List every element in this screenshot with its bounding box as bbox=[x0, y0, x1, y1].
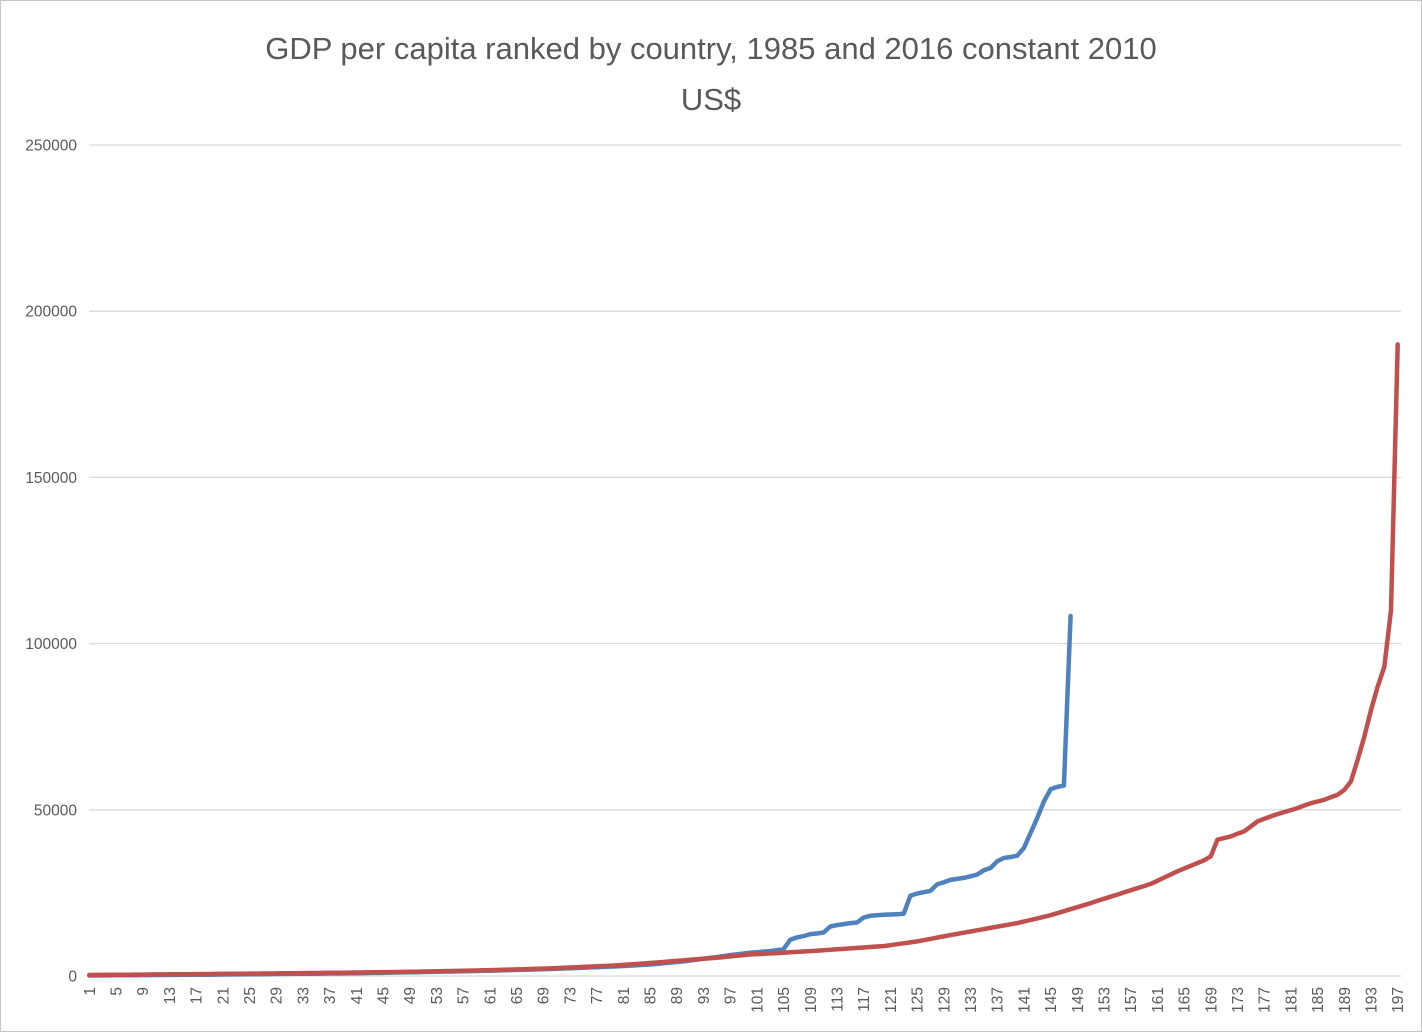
x-tick-label-9: 9 bbox=[135, 987, 152, 996]
series-2016-line bbox=[87, 342, 1400, 978]
x-tick-label-125: 125 bbox=[910, 987, 927, 1013]
x-tick-label-61: 61 bbox=[482, 987, 499, 1004]
x-tick-label-145: 145 bbox=[1043, 987, 1060, 1013]
x-tick-label-41: 41 bbox=[349, 987, 366, 1004]
x-tick-label-153: 153 bbox=[1096, 987, 1113, 1013]
x-tick-label-113: 113 bbox=[829, 987, 846, 1012]
y-tick-label-150000: 150000 bbox=[25, 470, 77, 487]
x-tick-label-13: 13 bbox=[162, 987, 179, 1004]
y-tick-label-100000: 100000 bbox=[25, 636, 77, 653]
x-tick-label-157: 157 bbox=[1123, 987, 1140, 1013]
x-tick-label-81: 81 bbox=[616, 987, 633, 1004]
x-tick-label-1: 1 bbox=[82, 987, 99, 996]
x-tick-label-161: 161 bbox=[1150, 987, 1167, 1013]
x-tick-label-197: 197 bbox=[1390, 987, 1407, 1013]
x-tick-label-165: 165 bbox=[1177, 987, 1194, 1013]
x-tick-label-133: 133 bbox=[963, 987, 980, 1013]
x-tick-label-101: 101 bbox=[749, 987, 766, 1013]
x-tick-label-97: 97 bbox=[723, 987, 740, 1004]
x-tick-label-25: 25 bbox=[242, 987, 259, 1004]
x-tick-label-189: 189 bbox=[1337, 987, 1354, 1013]
y-tick-label-0: 0 bbox=[68, 969, 77, 986]
x-tick-label-121: 121 bbox=[883, 987, 900, 1013]
x-tick-label-57: 57 bbox=[456, 987, 473, 1004]
x-tick-label-129: 129 bbox=[936, 987, 953, 1013]
x-tick-label-169: 169 bbox=[1203, 987, 1220, 1013]
x-tick-label-89: 89 bbox=[669, 987, 686, 1004]
x-tick-label-17: 17 bbox=[189, 987, 206, 1004]
x-tick-label-73: 73 bbox=[562, 987, 579, 1004]
series-1985-line bbox=[87, 613, 1073, 978]
x-tick-label-117: 117 bbox=[856, 987, 873, 1012]
x-tick-label-93: 93 bbox=[696, 987, 713, 1004]
x-tick-label-185: 185 bbox=[1310, 987, 1327, 1013]
x-tick-label-177: 177 bbox=[1257, 987, 1274, 1013]
x-tick-label-77: 77 bbox=[589, 987, 606, 1004]
x-tick-label-5: 5 bbox=[109, 987, 126, 996]
x-tick-label-141: 141 bbox=[1016, 987, 1033, 1013]
x-tick-label-137: 137 bbox=[990, 987, 1007, 1013]
x-tick-label-193: 193 bbox=[1363, 987, 1380, 1013]
x-tick-label-29: 29 bbox=[269, 987, 286, 1004]
x-tick-label-45: 45 bbox=[376, 987, 393, 1004]
x-tick-label-181: 181 bbox=[1283, 987, 1300, 1013]
x-tick-label-105: 105 bbox=[776, 987, 793, 1013]
x-tick-label-85: 85 bbox=[643, 987, 660, 1004]
x-tick-label-53: 53 bbox=[429, 987, 446, 1004]
y-tick-label-250000: 250000 bbox=[25, 138, 77, 155]
x-tick-label-149: 149 bbox=[1070, 987, 1087, 1013]
x-tick-label-109: 109 bbox=[803, 987, 820, 1013]
x-tick-label-173: 173 bbox=[1230, 987, 1247, 1013]
x-tick-label-33: 33 bbox=[295, 987, 312, 1004]
x-tick-label-69: 69 bbox=[536, 987, 553, 1004]
x-tick-label-49: 49 bbox=[402, 987, 419, 1004]
x-tick-label-37: 37 bbox=[322, 987, 339, 1004]
x-tick-label-65: 65 bbox=[509, 987, 526, 1004]
x-tick-label-21: 21 bbox=[215, 987, 232, 1004]
y-tick-label-50000: 50000 bbox=[34, 802, 77, 819]
y-tick-label-200000: 200000 bbox=[25, 304, 77, 321]
